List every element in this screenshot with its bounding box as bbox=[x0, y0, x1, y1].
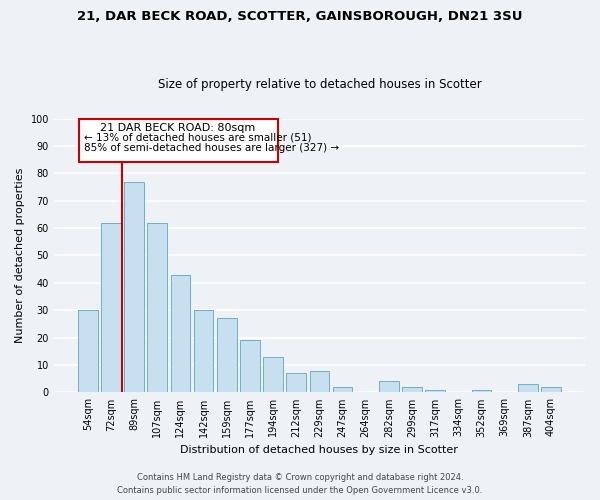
Bar bbox=[286, 374, 306, 392]
Bar bbox=[194, 310, 214, 392]
Text: ← 13% of detached houses are smaller (51): ← 13% of detached houses are smaller (51… bbox=[85, 132, 312, 142]
Bar bbox=[263, 357, 283, 392]
Bar bbox=[240, 340, 260, 392]
Text: 85% of semi-detached houses are larger (327) →: 85% of semi-detached houses are larger (… bbox=[85, 143, 340, 153]
FancyBboxPatch shape bbox=[79, 118, 278, 162]
Text: Contains HM Land Registry data © Crown copyright and database right 2024.
Contai: Contains HM Land Registry data © Crown c… bbox=[118, 474, 482, 495]
Bar bbox=[148, 222, 167, 392]
Bar bbox=[78, 310, 98, 392]
Bar bbox=[101, 222, 121, 392]
Bar bbox=[379, 382, 399, 392]
Text: 21 DAR BECK ROAD: 80sqm: 21 DAR BECK ROAD: 80sqm bbox=[100, 122, 256, 132]
Bar bbox=[124, 182, 144, 392]
Title: Size of property relative to detached houses in Scotter: Size of property relative to detached ho… bbox=[158, 78, 481, 91]
Bar bbox=[333, 387, 352, 392]
Bar bbox=[472, 390, 491, 392]
Bar bbox=[170, 274, 190, 392]
Bar bbox=[425, 390, 445, 392]
Text: 21, DAR BECK ROAD, SCOTTER, GAINSBOROUGH, DN21 3SU: 21, DAR BECK ROAD, SCOTTER, GAINSBOROUGH… bbox=[77, 10, 523, 23]
Bar bbox=[518, 384, 538, 392]
Bar bbox=[217, 318, 236, 392]
Bar bbox=[402, 387, 422, 392]
Bar bbox=[310, 370, 329, 392]
Bar bbox=[541, 387, 561, 392]
X-axis label: Distribution of detached houses by size in Scotter: Distribution of detached houses by size … bbox=[181, 445, 458, 455]
Y-axis label: Number of detached properties: Number of detached properties bbox=[15, 168, 25, 343]
